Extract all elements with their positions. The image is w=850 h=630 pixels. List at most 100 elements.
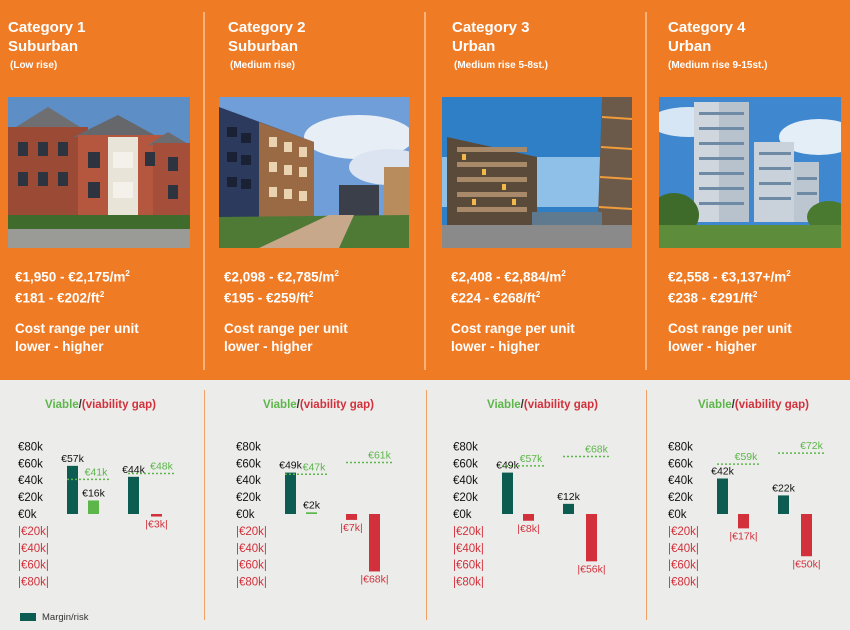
low-rise-building-photo [8,97,190,248]
category-subtitle: (Medium rise 5-8st.) [454,60,548,71]
bar [128,476,139,514]
divider [426,390,427,620]
margin-line-label: €72k [800,440,824,452]
bar [738,514,749,529]
viability-legend: Viable/(viability gap) [45,399,156,411]
y-tick-label: €20k [18,492,43,504]
bar-value-label: €2k [303,499,321,511]
bar-value-label: €12k [557,491,581,503]
cost-range-label: Cost range per unit lower - higher [224,321,348,354]
y-tick-label: €20k [236,492,261,504]
bar [717,478,728,514]
y-tick-label: |€20k| [236,526,267,538]
bar [151,514,162,517]
y-tick-label: €40k [18,475,43,487]
bar [306,512,317,514]
urban-tower-photo [659,97,841,248]
y-tick-label: |€80k| [668,577,699,589]
category-subtitle: (Medium rise) [230,60,296,71]
bar-value-label: |€17k| [729,530,757,542]
margin-risk-legend: Margin/risk [20,612,88,623]
y-tick-label: €0k [236,509,255,521]
y-tick-label: €40k [453,475,478,487]
y-tick-label: €20k [668,492,693,504]
bar [563,503,574,514]
urban-waterfront-photo [442,97,632,248]
viability-legend: Viable/(viability gap) [698,399,809,411]
bar-value-label: €42k [711,466,735,478]
y-tick-label: €0k [668,509,687,521]
bar-value-label: €44k [122,464,146,476]
y-tick-label: |€80k| [18,577,49,589]
y-tick-label: €20k [453,492,478,504]
margin-line-label: €68k [585,444,609,456]
price-range: €2,408 - €2,884/m2 €224 - €268/ft2 [451,269,566,305]
bar [88,500,99,514]
y-tick-label: €60k [453,458,478,470]
viability-chart-1: €80k €60k €40k €20k €0k |€20k| |€40k| |€60k| |€8… [18,441,175,589]
y-tick-label: €60k [668,458,693,470]
cost-range-label: Cost range per unit lower - higher [668,321,792,354]
viability-legend: Viable/(viability gap) [487,399,598,411]
y-tick-label: |€40k| [18,543,49,555]
margin-line-label: €61k [368,449,392,461]
category-title: Category 3 Urban [452,19,530,55]
price-range: €1,950 - €2,175/m2 €181 - €202/ft2 [15,269,130,305]
divider [203,12,205,370]
y-tick-label: |€80k| [236,577,267,589]
margin-line-label: €41k [85,466,109,478]
y-tick-label: |€40k| [668,543,699,555]
y-tick-label: €80k [453,441,478,453]
bar-value-label: |€56k| [577,563,605,575]
cost-range-label: Cost range per unit lower - higher [15,321,139,354]
y-tick-label: |€40k| [236,543,267,555]
y-tick-label: €80k [668,441,693,453]
y-tick-label: |€60k| [236,560,267,572]
y-tick-label: €0k [453,509,472,521]
bar-value-label: €22k [772,482,796,494]
y-tick-label: €40k [668,475,693,487]
y-tick-label: |€60k| [668,560,699,572]
margin-line-label: €57k [520,453,544,465]
viability-legend: Viable/(viability gap) [263,399,374,411]
category-title: Category 2 Suburban [228,19,306,55]
margin-line-label: €47k [303,461,327,473]
cost-range-label: Cost range per unit lower - higher [451,321,575,354]
category-subtitle: (Medium rise 9-15st.) [668,60,768,71]
bar [778,495,789,514]
category-title: Category 4 Urban [668,19,746,55]
charts-panel [0,380,850,630]
margin-line-label: €59k [735,451,759,463]
bar-value-label: |€3k| [145,519,167,531]
bar [502,472,513,514]
y-tick-label: |€60k| [453,560,484,572]
y-tick-label: |€60k| [18,560,49,572]
bar-value-label: |€7k| [340,522,362,534]
bar [586,514,597,562]
bar-value-label: |€68k| [360,573,388,585]
bar-value-label: |€8k| [517,523,539,535]
y-tick-label: €60k [236,458,261,470]
bar-value-label: €57k [61,453,85,465]
bar [67,465,78,514]
y-tick-label: €40k [236,475,261,487]
category-subtitle: (Low rise) [10,60,58,71]
bar [801,514,812,557]
y-tick-label: €60k [18,458,43,470]
bar [346,514,357,520]
price-range: €2,558 - €3,137+/m2 €238 - €291/ft2 [668,269,791,305]
y-tick-label: |€80k| [453,577,484,589]
y-tick-label: €0k [18,509,37,521]
divider [424,12,426,370]
divider [645,12,647,370]
y-tick-label: |€20k| [18,526,49,538]
legend-swatch [20,613,36,622]
bar [369,514,380,572]
viability-chart-3: €80k €60k €40k €20k €0k |€20k| |€40k| |€60k| |€8… [453,441,610,589]
margin-line-label: €48k [150,460,174,472]
bar [285,472,296,514]
viability-chart-2: €80k €60k €40k €20k €0k |€20k| |€40k| |€60k| |€8… [236,441,393,589]
y-tick-label: €80k [236,441,261,453]
bar-value-label: |€50k| [792,558,820,570]
medium-rise-suburban-photo [219,97,409,248]
